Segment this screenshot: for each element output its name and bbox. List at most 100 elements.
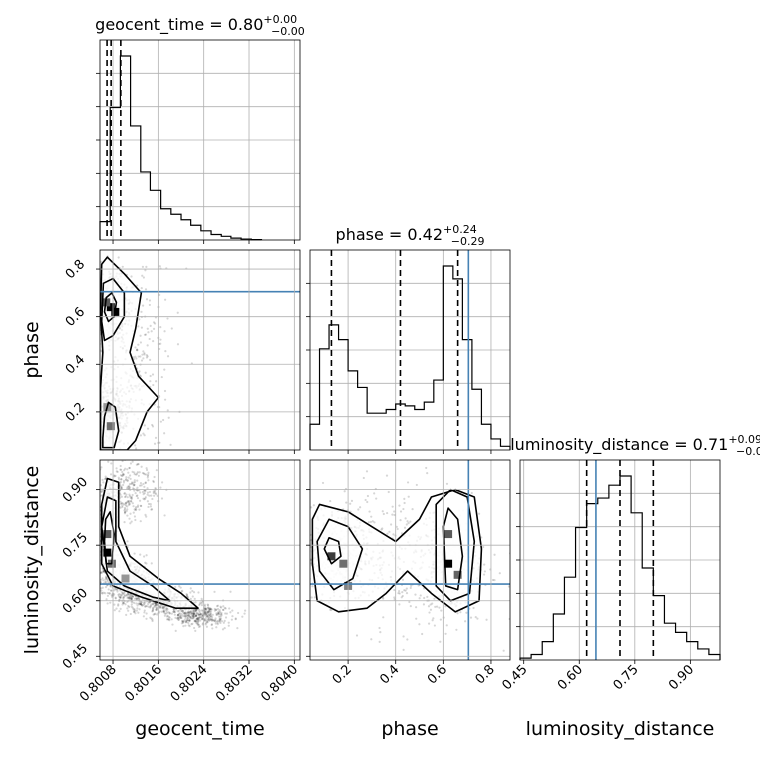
scatter-point: [97, 427, 99, 429]
scatter-point: [89, 531, 91, 533]
scatter-point: [122, 473, 126, 476]
scatter-point: [192, 612, 196, 615]
scatter-point: [155, 602, 158, 606]
scatter-point: [150, 562, 153, 565]
scatter-point: [483, 563, 486, 566]
scatter-point: [151, 423, 154, 427]
scatter-point: [218, 609, 221, 612]
scatter-point: [405, 592, 409, 595]
scatter-point: [145, 554, 148, 557]
scatter-point: [104, 578, 107, 581]
scatter-point: [195, 614, 198, 617]
scatter-point: [197, 612, 200, 615]
scatter-point: [140, 504, 143, 508]
scatter-point: [136, 348, 139, 351]
scatter-point: [97, 312, 99, 314]
scatter-point: [393, 513, 396, 517]
scatter-point: [143, 609, 146, 612]
scatter-point: [164, 612, 167, 615]
scatter-point: [139, 482, 143, 485]
panel-content: [92, 250, 300, 450]
scatter-point: [209, 608, 212, 611]
scatter-point: [491, 578, 495, 582]
scatter-point: [190, 623, 193, 626]
scatter-point: [94, 592, 96, 594]
scatter-point: [109, 585, 112, 588]
scatter-point: [143, 492, 146, 495]
scatter-point: [200, 601, 203, 605]
scatter-point: [109, 473, 113, 476]
scatter-point: [124, 467, 127, 470]
x-tick-label: 0.8024: [168, 662, 211, 705]
scatter-point: [378, 626, 381, 630]
scatter-point: [100, 494, 102, 497]
scatter-point: [133, 508, 136, 511]
scatter-point: [160, 610, 163, 613]
scatter-point: [119, 596, 122, 599]
scatter-point: [142, 497, 145, 500]
scatter-point: [167, 416, 170, 419]
scatter-point: [396, 527, 399, 531]
scatter-point: [119, 596, 122, 599]
scatter-point: [95, 473, 97, 475]
scatter-point: [198, 602, 201, 605]
scatter-point: [169, 443, 172, 446]
scatter-point: [110, 455, 112, 457]
scatter-point: [433, 624, 436, 627]
scatter-point: [140, 484, 143, 487]
density-cell: [103, 530, 112, 539]
scatter-point: [162, 611, 165, 614]
scatter-point: [122, 479, 126, 483]
scatter-point: [206, 615, 209, 618]
scatter-point: [464, 620, 467, 623]
scatter-point: [220, 620, 224, 623]
scatter-point: [296, 556, 298, 558]
scatter-point: [187, 624, 190, 627]
scatter-point: [195, 617, 199, 620]
scatter-point: [181, 614, 184, 617]
scatter-point: [135, 597, 138, 600]
scatter-point: [402, 648, 405, 651]
scatter-point: [148, 337, 151, 341]
scatter-point: [168, 616, 171, 619]
scatter-point: [133, 471, 136, 474]
scatter-point: [184, 620, 188, 623]
scatter-point: [172, 610, 175, 614]
scatter-point: [138, 603, 141, 606]
scatter-point: [307, 578, 309, 580]
scatter-point: [154, 492, 158, 496]
scatter-point: [163, 605, 166, 609]
scatter-point: [199, 612, 203, 616]
scatter-point: [159, 605, 162, 608]
scatter-point: [146, 476, 149, 479]
scatter-point: [168, 611, 171, 615]
scatter-point: [304, 569, 306, 571]
scatter-point: [163, 514, 166, 517]
scatter-point: [135, 505, 138, 509]
scatter-point: [119, 506, 122, 509]
scatter-point: [151, 619, 154, 623]
scatter-point: [95, 492, 97, 494]
scatter-point: [147, 471, 150, 474]
scatter-point: [143, 352, 146, 355]
scatter-point: [137, 611, 140, 614]
scatter-point: [100, 581, 103, 584]
scatter-point: [105, 598, 108, 601]
scatter-point: [131, 482, 134, 485]
scatter-point: [296, 552, 298, 554]
scatter-point: [204, 609, 207, 612]
scatter-point: [92, 376, 94, 378]
scatter-point: [122, 602, 125, 605]
scatter-point: [186, 596, 189, 599]
scatter-point: [227, 621, 230, 624]
x-tick-label: 0.45: [499, 662, 530, 693]
scatter-point: [234, 618, 237, 621]
scatter-point: [155, 608, 158, 611]
scatter-point: [130, 275, 133, 278]
scatter-point: [110, 589, 113, 592]
scatter-point: [130, 594, 133, 597]
scatter-point: [135, 597, 139, 600]
scatter-point: [101, 577, 104, 580]
scatter-point: [166, 409, 169, 412]
scatter-point: [136, 604, 139, 607]
